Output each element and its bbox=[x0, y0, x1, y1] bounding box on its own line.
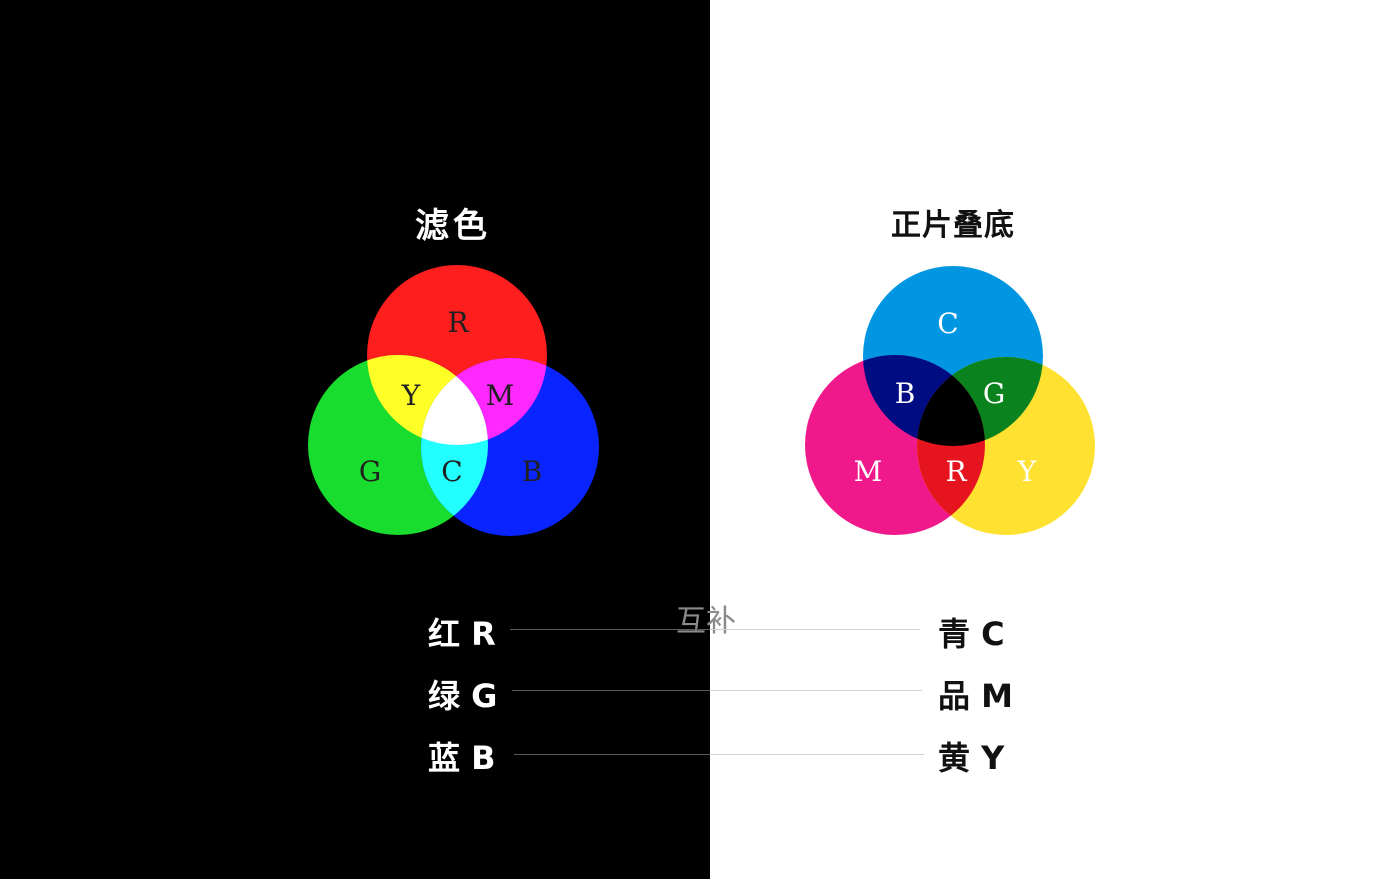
multiply-title: 正片叠底 bbox=[891, 208, 1015, 243]
label-yellow: Y bbox=[1017, 455, 1037, 488]
connector-line-2-right bbox=[710, 690, 922, 691]
label-yellow: Y bbox=[401, 379, 421, 412]
pair-left-red: 红 R bbox=[428, 615, 496, 653]
pair-right-cyan: 青 C bbox=[938, 615, 1005, 653]
label-blue: B bbox=[522, 455, 543, 488]
label-magenta: M bbox=[854, 455, 883, 488]
multiply-venn: C M Y B G R bbox=[805, 266, 1095, 535]
pair-right-magenta: 品 M bbox=[938, 677, 1013, 715]
label-cyan: C bbox=[937, 307, 958, 340]
connector-line-3-left bbox=[514, 754, 710, 755]
label-green: G bbox=[359, 455, 381, 488]
connector-line-1-right bbox=[710, 629, 920, 630]
pair-left-blue: 蓝 B bbox=[428, 739, 496, 777]
overlap-black-center bbox=[917, 357, 985, 446]
connector-line-1-left bbox=[510, 629, 710, 630]
connector-line-3-right bbox=[710, 754, 924, 755]
pair-left-green: 绿 G bbox=[428, 677, 498, 715]
label-red: R bbox=[945, 455, 967, 488]
overlap-white-center bbox=[421, 358, 488, 445]
label-blue: B bbox=[895, 377, 916, 410]
label-red: R bbox=[447, 306, 469, 339]
screen-venn: R G B Y M C bbox=[308, 265, 599, 536]
connector-line-2-left bbox=[512, 690, 710, 691]
label-magenta: M bbox=[486, 379, 515, 412]
label-green: G bbox=[983, 377, 1005, 410]
complement-label: 互补 bbox=[676, 604, 736, 639]
screen-title: 滤色 bbox=[415, 206, 491, 246]
label-cyan: C bbox=[441, 455, 462, 488]
pair-right-yellow: 黄 Y bbox=[938, 739, 1005, 777]
